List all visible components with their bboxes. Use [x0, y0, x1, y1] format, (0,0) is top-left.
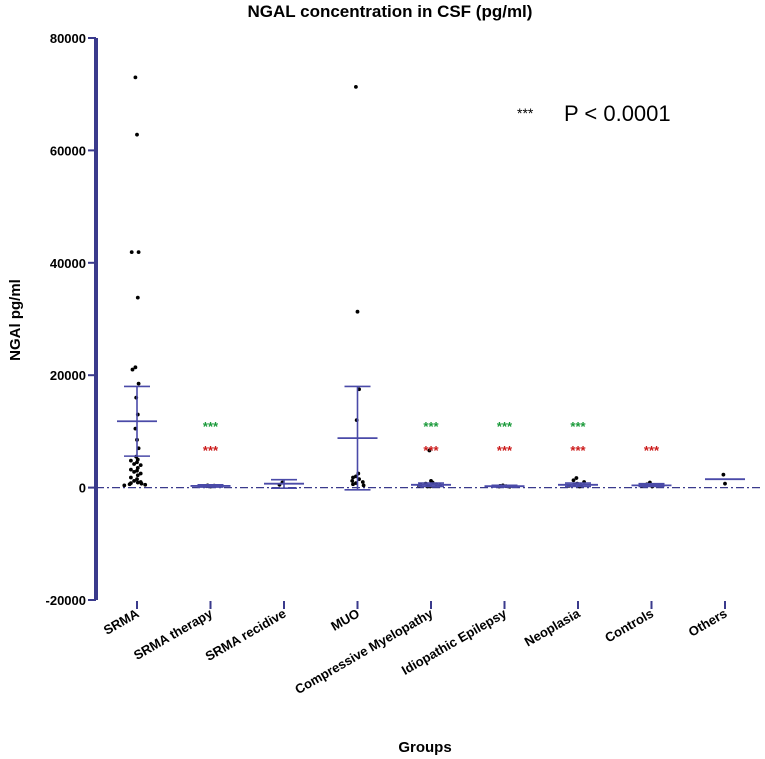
- data-point: [135, 460, 139, 465]
- y-tick-label: 0: [79, 481, 86, 496]
- significance-green: ***: [203, 419, 219, 434]
- data-point: [350, 478, 355, 483]
- data-point: [129, 475, 133, 480]
- y-tick-label: 80000: [50, 31, 86, 46]
- y-axis-label: NGAl pg/ml: [7, 279, 24, 361]
- significance-green: ***: [423, 419, 439, 434]
- data-point: [136, 381, 141, 386]
- legend-stars: ***: [517, 105, 534, 121]
- data-point: [135, 132, 139, 137]
- data-point: [129, 458, 133, 463]
- y-tick-label: 60000: [50, 143, 86, 158]
- significance-red: ***: [203, 443, 219, 458]
- data-point: [354, 84, 358, 89]
- data-point: [361, 483, 366, 488]
- data-point: [721, 472, 726, 477]
- x-tick-label: MUO: [328, 606, 362, 634]
- chart-title: NGAL concentration in CSF (pg/ml): [248, 2, 533, 21]
- data-point: [132, 469, 137, 474]
- significance-green: ***: [497, 419, 513, 434]
- data-point: [138, 463, 143, 468]
- x-axis-label: Groups: [398, 739, 451, 756]
- data-point: [133, 75, 138, 80]
- data-point: [135, 480, 140, 485]
- x-tick-label: Compressive Myelopathy: [292, 605, 436, 697]
- data-point: [135, 295, 140, 300]
- significance-red: ***: [644, 443, 660, 458]
- data-point: [143, 482, 148, 487]
- data-point: [138, 471, 143, 476]
- data-point: [135, 468, 139, 473]
- significance-green: ***: [570, 419, 586, 434]
- significance-red: ***: [570, 443, 586, 458]
- data-point: [132, 478, 137, 483]
- data-point: [351, 475, 355, 480]
- significance-red: ***: [423, 443, 439, 458]
- data-point: [122, 483, 127, 488]
- data-point: [133, 365, 138, 370]
- data-point: [135, 473, 140, 478]
- significance-red: ***: [497, 443, 513, 458]
- data-point: [723, 481, 727, 486]
- data-point: [574, 476, 579, 480]
- x-tick-label: Others: [686, 606, 730, 640]
- data-point: [351, 482, 355, 487]
- data-point: [571, 478, 576, 483]
- y-tick-label: 40000: [50, 256, 86, 271]
- data-point: [129, 467, 133, 472]
- legend-text: P < 0.0001: [564, 101, 671, 126]
- data-point: [136, 250, 141, 255]
- x-tick-label: Neoplasia: [522, 605, 583, 649]
- x-tick-label: SRMA recidive: [203, 606, 289, 664]
- data-point: [132, 462, 137, 466]
- data-point: [427, 448, 432, 453]
- x-tick-label: SRMA therapy: [131, 605, 216, 663]
- data-point: [129, 250, 134, 255]
- data-point: [135, 477, 139, 482]
- y-tick-label: -20000: [46, 593, 86, 608]
- data-point: [139, 481, 144, 486]
- data-point: [130, 367, 135, 372]
- y-tick-label: 20000: [50, 368, 86, 383]
- data-point: [127, 482, 132, 487]
- x-tick-label: Controls: [602, 606, 656, 646]
- data-point: [360, 480, 365, 484]
- x-tick-label: SRMA: [101, 605, 142, 637]
- data-point: [355, 309, 360, 314]
